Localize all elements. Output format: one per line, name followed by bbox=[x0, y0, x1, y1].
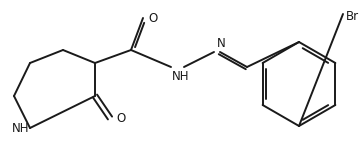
Text: N: N bbox=[217, 37, 226, 50]
Text: O: O bbox=[116, 112, 125, 124]
Text: NH: NH bbox=[172, 70, 189, 83]
Text: Br: Br bbox=[346, 10, 359, 23]
Text: O: O bbox=[148, 11, 157, 25]
Text: NH: NH bbox=[12, 121, 29, 135]
